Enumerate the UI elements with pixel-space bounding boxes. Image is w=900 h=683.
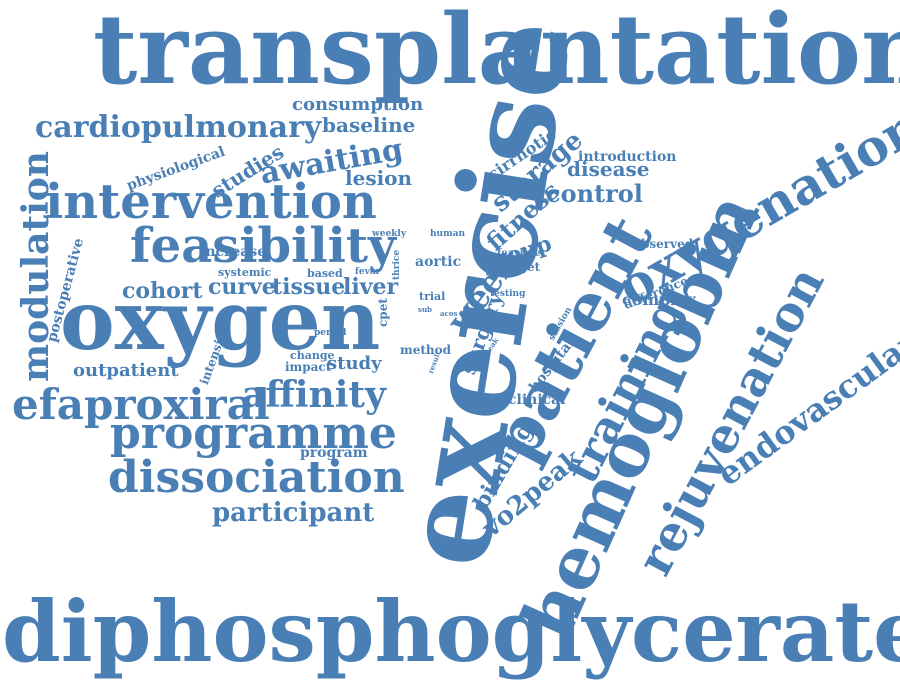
word-impact: impact xyxy=(285,360,332,374)
word-participant: participant xyxy=(212,498,375,528)
word-human: human xyxy=(430,229,465,239)
word-systemic: systemic xyxy=(218,266,272,279)
word-cpet: cpet xyxy=(376,298,390,327)
word-tissue: tissue xyxy=(272,274,346,300)
word-outpatient: outpatient xyxy=(73,360,179,381)
word-period: period xyxy=(314,328,347,338)
word-lesion: lesion xyxy=(345,166,413,190)
word-modulation: modulation xyxy=(15,151,57,382)
word-dissociation: dissociation xyxy=(108,452,405,503)
word-liver: liver xyxy=(343,274,399,300)
word-programme: programme xyxy=(110,408,397,459)
word-study: study xyxy=(327,353,382,374)
word-control: control xyxy=(546,179,643,208)
word-consumption: consumption xyxy=(292,94,424,115)
word-complex: complex xyxy=(622,290,697,309)
word-transplantation: transplantation xyxy=(93,0,900,106)
word-clinical: clinical xyxy=(508,392,566,408)
word-trial: trial xyxy=(419,290,446,303)
word-testing: testing xyxy=(490,289,526,299)
word-introduction: introduction xyxy=(578,149,677,165)
word-program: program xyxy=(300,445,368,461)
word-increase: increase xyxy=(200,244,267,260)
word-oxygenation: oxygenation xyxy=(607,95,900,317)
word-method: method xyxy=(400,343,451,357)
word-intervention: intervention xyxy=(45,174,377,230)
word-observed: observed xyxy=(633,237,694,251)
word-feasibility: feasibility xyxy=(130,218,396,274)
word-oxygen: oxygen xyxy=(60,273,381,369)
word-acos: acos xyxy=(440,309,458,318)
word-feasible: feasible xyxy=(497,248,541,259)
word-fevar: fevar xyxy=(355,267,381,277)
word-affinity: affinity xyxy=(242,374,386,416)
word-diphosphoglycerate: diphosphoglycerate xyxy=(2,582,900,681)
word-disease: disease xyxy=(567,157,650,181)
word-thrice: thrice xyxy=(392,249,402,280)
word-change: change xyxy=(290,349,335,362)
word-baseline: baseline xyxy=(322,113,416,137)
word-aortic: aortic xyxy=(415,254,462,270)
word-weekly: weekly xyxy=(372,229,407,239)
word-cardiopulmonary: cardiopulmonary xyxy=(35,110,322,145)
word-sub: sub xyxy=(418,305,432,314)
word-efaproxiral: efaproxiral xyxy=(12,380,270,429)
word-target: target xyxy=(499,260,541,274)
word-based: based xyxy=(307,267,343,280)
word-cohort: cohort xyxy=(122,278,203,304)
word-curve: curve xyxy=(208,274,276,300)
